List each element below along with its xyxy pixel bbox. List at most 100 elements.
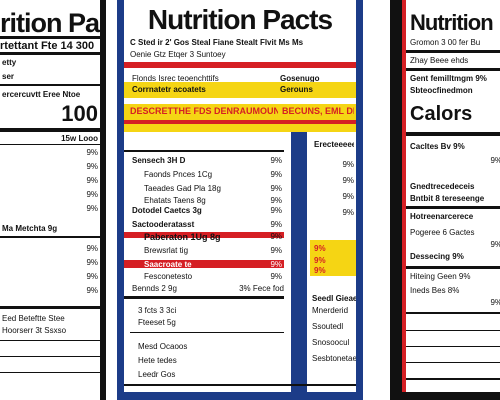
center-row: Taeades Gad Pla 18g [144, 184, 221, 193]
left-label-line: 9% [86, 148, 98, 157]
divider [0, 128, 100, 132]
center-row: Bennds 2 9g [132, 284, 177, 293]
right-label-line: Dessecing 9% [410, 252, 464, 261]
center-header-line: Oenie Gtz Etqer 3 Suntoey [130, 50, 226, 59]
center-bottom-line: Leedr Gos [138, 370, 176, 379]
center-right-row: Erecteeeee [314, 140, 354, 149]
right-label-subtitle: Gromon 3 00 fer Bu [410, 38, 481, 47]
center-row: Corrnatetr acoatets [132, 85, 206, 94]
divider [0, 84, 100, 86]
left-label-line: Eed Beteftte Stee [2, 314, 65, 323]
center-row: Sactooderatasst [132, 220, 195, 229]
left-label-line: 9% [86, 204, 98, 213]
divider [0, 356, 100, 357]
right-label-line: Sbteocfinedmon [410, 86, 473, 95]
center-blue-column [291, 132, 307, 392]
right-label-line: Bntbit 8 tereseenge [410, 194, 485, 203]
left-label-line: 9% [86, 258, 98, 267]
divider [406, 362, 500, 363]
center-label-title: Nutrition Pacts [147, 4, 333, 35]
center-right-row: 9% [314, 266, 326, 275]
center-row: 3% Fece fod [239, 284, 284, 293]
center-bottom-line: Mesd Ocaoos [138, 342, 188, 351]
center-row: 9% [270, 260, 282, 269]
center-row: 9% [270, 206, 282, 215]
divider [0, 236, 100, 238]
right-label-line: Cacltes Bv 9% [410, 142, 465, 151]
center-right-row: 9% [342, 176, 354, 185]
center-row: 9% [270, 156, 282, 165]
left-label-line: Hoorserr 3t Ssxso [2, 326, 67, 335]
center-row: 9% [270, 220, 282, 229]
yellow-band [124, 104, 356, 132]
divider [124, 150, 284, 152]
right-label-line: Hotreenarcerece [410, 212, 474, 221]
divider [0, 306, 100, 309]
divider [0, 36, 100, 39]
center-row: 9% [270, 196, 282, 205]
center-right-row: 9% [342, 160, 354, 169]
center-right-bottom: Sesbtonetaes [312, 354, 356, 363]
center-row: Gosenugo [280, 74, 320, 83]
divider [406, 206, 500, 209]
center-bottom-line: 3 fcts 3 3ci [138, 306, 177, 315]
center-right-row: 9% [314, 256, 326, 265]
divider [124, 296, 284, 299]
left-label-line: 9% [86, 162, 98, 171]
left-label-line: 9% [86, 244, 98, 253]
center-row: Ehatats Taens 8g [144, 196, 206, 205]
left-label-line: ercercuvtt Eree Ntoe [2, 90, 81, 99]
center-row: 9% [270, 184, 282, 193]
yellow-band [124, 82, 356, 98]
yellow-block [310, 240, 356, 276]
left-label-line: etty [2, 58, 17, 67]
left-label-line: 9% [86, 272, 98, 281]
red-band [124, 62, 356, 68]
divider [406, 378, 500, 380]
center-header-line: C Sted ir 2' Gos Steal Fiane Stealt Flvi… [130, 38, 304, 47]
center-label-paper: Nutrition Pacts C Sted ir 2' Gos Steal F… [124, 0, 356, 392]
left-label-subtitle: rtettant Fte 14 300 [0, 40, 95, 52]
center-row: Fesconetesto [144, 272, 193, 281]
left-nutrition-label: rition Pack rtettant Fte 14 300 etty ser… [0, 0, 106, 400]
right-label-line: Gnedtrecedeceis [410, 182, 475, 191]
center-row: 9% [270, 272, 282, 281]
center-nutrition-label: Nutrition Pacts C Sted ir 2' Gos Steal F… [117, 0, 363, 400]
right-label-line: Ineds Bes 8% [410, 286, 460, 295]
divider [406, 50, 500, 53]
left-label-line: 15w Looo [61, 134, 98, 143]
center-row: 9% [270, 232, 282, 241]
center-row: Sensech 3H D [132, 156, 186, 165]
left-label-title: rition Pack [0, 8, 106, 38]
red-stripe [124, 120, 356, 124]
left-label-line: Ma Metchta 9g [2, 224, 58, 233]
right-label-line: 9% [490, 298, 500, 307]
divider [406, 266, 500, 269]
center-right-row: 9% [342, 192, 354, 201]
center-right-row: 9% [314, 244, 326, 253]
right-label-title: Nutrition [410, 10, 494, 35]
center-row: 9% [270, 246, 282, 255]
center-right-bottom: Snosoocul [312, 338, 350, 347]
divider [0, 52, 100, 55]
center-row: Gerouns [280, 85, 313, 94]
center-right-bottom: Ssoutedl [312, 322, 344, 331]
divider [406, 132, 500, 136]
center-row: Faonds Pnces 1Cg [144, 170, 213, 179]
center-bottom-line: Hete tedes [138, 356, 177, 365]
divider [0, 144, 100, 145]
right-label-paper: Nutrition Gromon 3 00 fer Bu Zhay Beee e… [402, 0, 500, 392]
red-band [124, 232, 284, 238]
left-label-line: 9% [86, 286, 98, 295]
center-row: 9% [270, 170, 282, 179]
right-label-calories: Calors [410, 103, 473, 125]
right-nutrition-label: Nutrition Gromon 3 00 fer Bu Zhay Beee e… [390, 0, 500, 400]
right-label-line: Pogeree 6 Gactes [410, 228, 475, 237]
right-label-line: Gent femilltmgm 9% [410, 74, 487, 83]
center-row: Dotodel Caetcs 3g [132, 206, 202, 215]
divider [406, 312, 500, 314]
center-row: Saacroate te [144, 260, 192, 269]
center-row: BECUNS, EML DHEE [282, 106, 354, 116]
left-label-calories: 100 [61, 101, 98, 126]
center-bottom-line: Fteeset 5g [138, 318, 176, 327]
